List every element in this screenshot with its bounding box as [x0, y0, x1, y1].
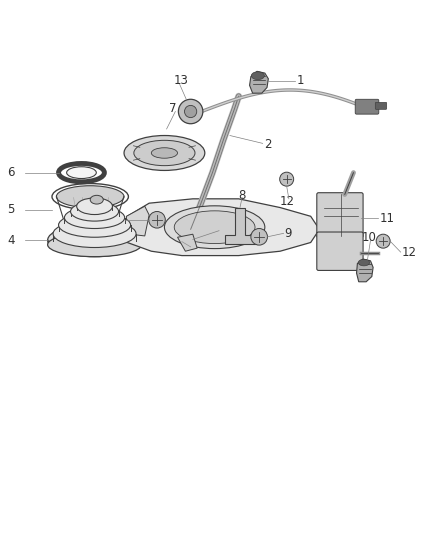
Text: 11: 11 [379, 212, 394, 225]
Text: 13: 13 [173, 75, 188, 87]
Text: 12: 12 [280, 196, 295, 208]
Ellipse shape [151, 148, 177, 158]
FancyBboxPatch shape [317, 232, 363, 270]
FancyBboxPatch shape [317, 193, 363, 238]
Polygon shape [357, 259, 373, 282]
FancyBboxPatch shape [355, 99, 379, 114]
Ellipse shape [48, 224, 141, 257]
Polygon shape [127, 206, 149, 236]
Polygon shape [225, 207, 258, 244]
Ellipse shape [67, 167, 96, 179]
Text: 5: 5 [7, 203, 14, 216]
Text: 8: 8 [238, 189, 246, 202]
Ellipse shape [174, 211, 255, 244]
Circle shape [149, 212, 165, 228]
Ellipse shape [66, 220, 114, 236]
Ellipse shape [251, 72, 265, 79]
Text: 9: 9 [106, 213, 113, 227]
Ellipse shape [57, 185, 124, 207]
Ellipse shape [358, 259, 370, 266]
Ellipse shape [90, 195, 103, 204]
FancyBboxPatch shape [375, 102, 387, 109]
Circle shape [251, 229, 268, 245]
Ellipse shape [77, 198, 113, 215]
Text: 4: 4 [7, 234, 15, 247]
Text: 1: 1 [296, 75, 304, 87]
Text: 12: 12 [402, 246, 417, 259]
Polygon shape [177, 234, 197, 251]
Text: 6: 6 [7, 166, 15, 179]
Circle shape [376, 234, 390, 248]
Ellipse shape [134, 140, 195, 166]
Ellipse shape [59, 213, 131, 237]
Text: 3: 3 [220, 224, 228, 237]
Text: 10: 10 [361, 231, 376, 244]
Circle shape [184, 106, 197, 118]
Ellipse shape [124, 135, 205, 171]
Polygon shape [250, 71, 268, 93]
Circle shape [178, 99, 203, 124]
Text: 7: 7 [170, 101, 177, 115]
Text: 2: 2 [264, 138, 272, 151]
Ellipse shape [164, 206, 265, 248]
Ellipse shape [53, 220, 136, 247]
Ellipse shape [48, 233, 141, 257]
Polygon shape [127, 199, 319, 256]
Circle shape [280, 172, 293, 186]
Text: 9: 9 [285, 227, 292, 240]
Ellipse shape [64, 207, 125, 229]
Ellipse shape [71, 202, 119, 221]
